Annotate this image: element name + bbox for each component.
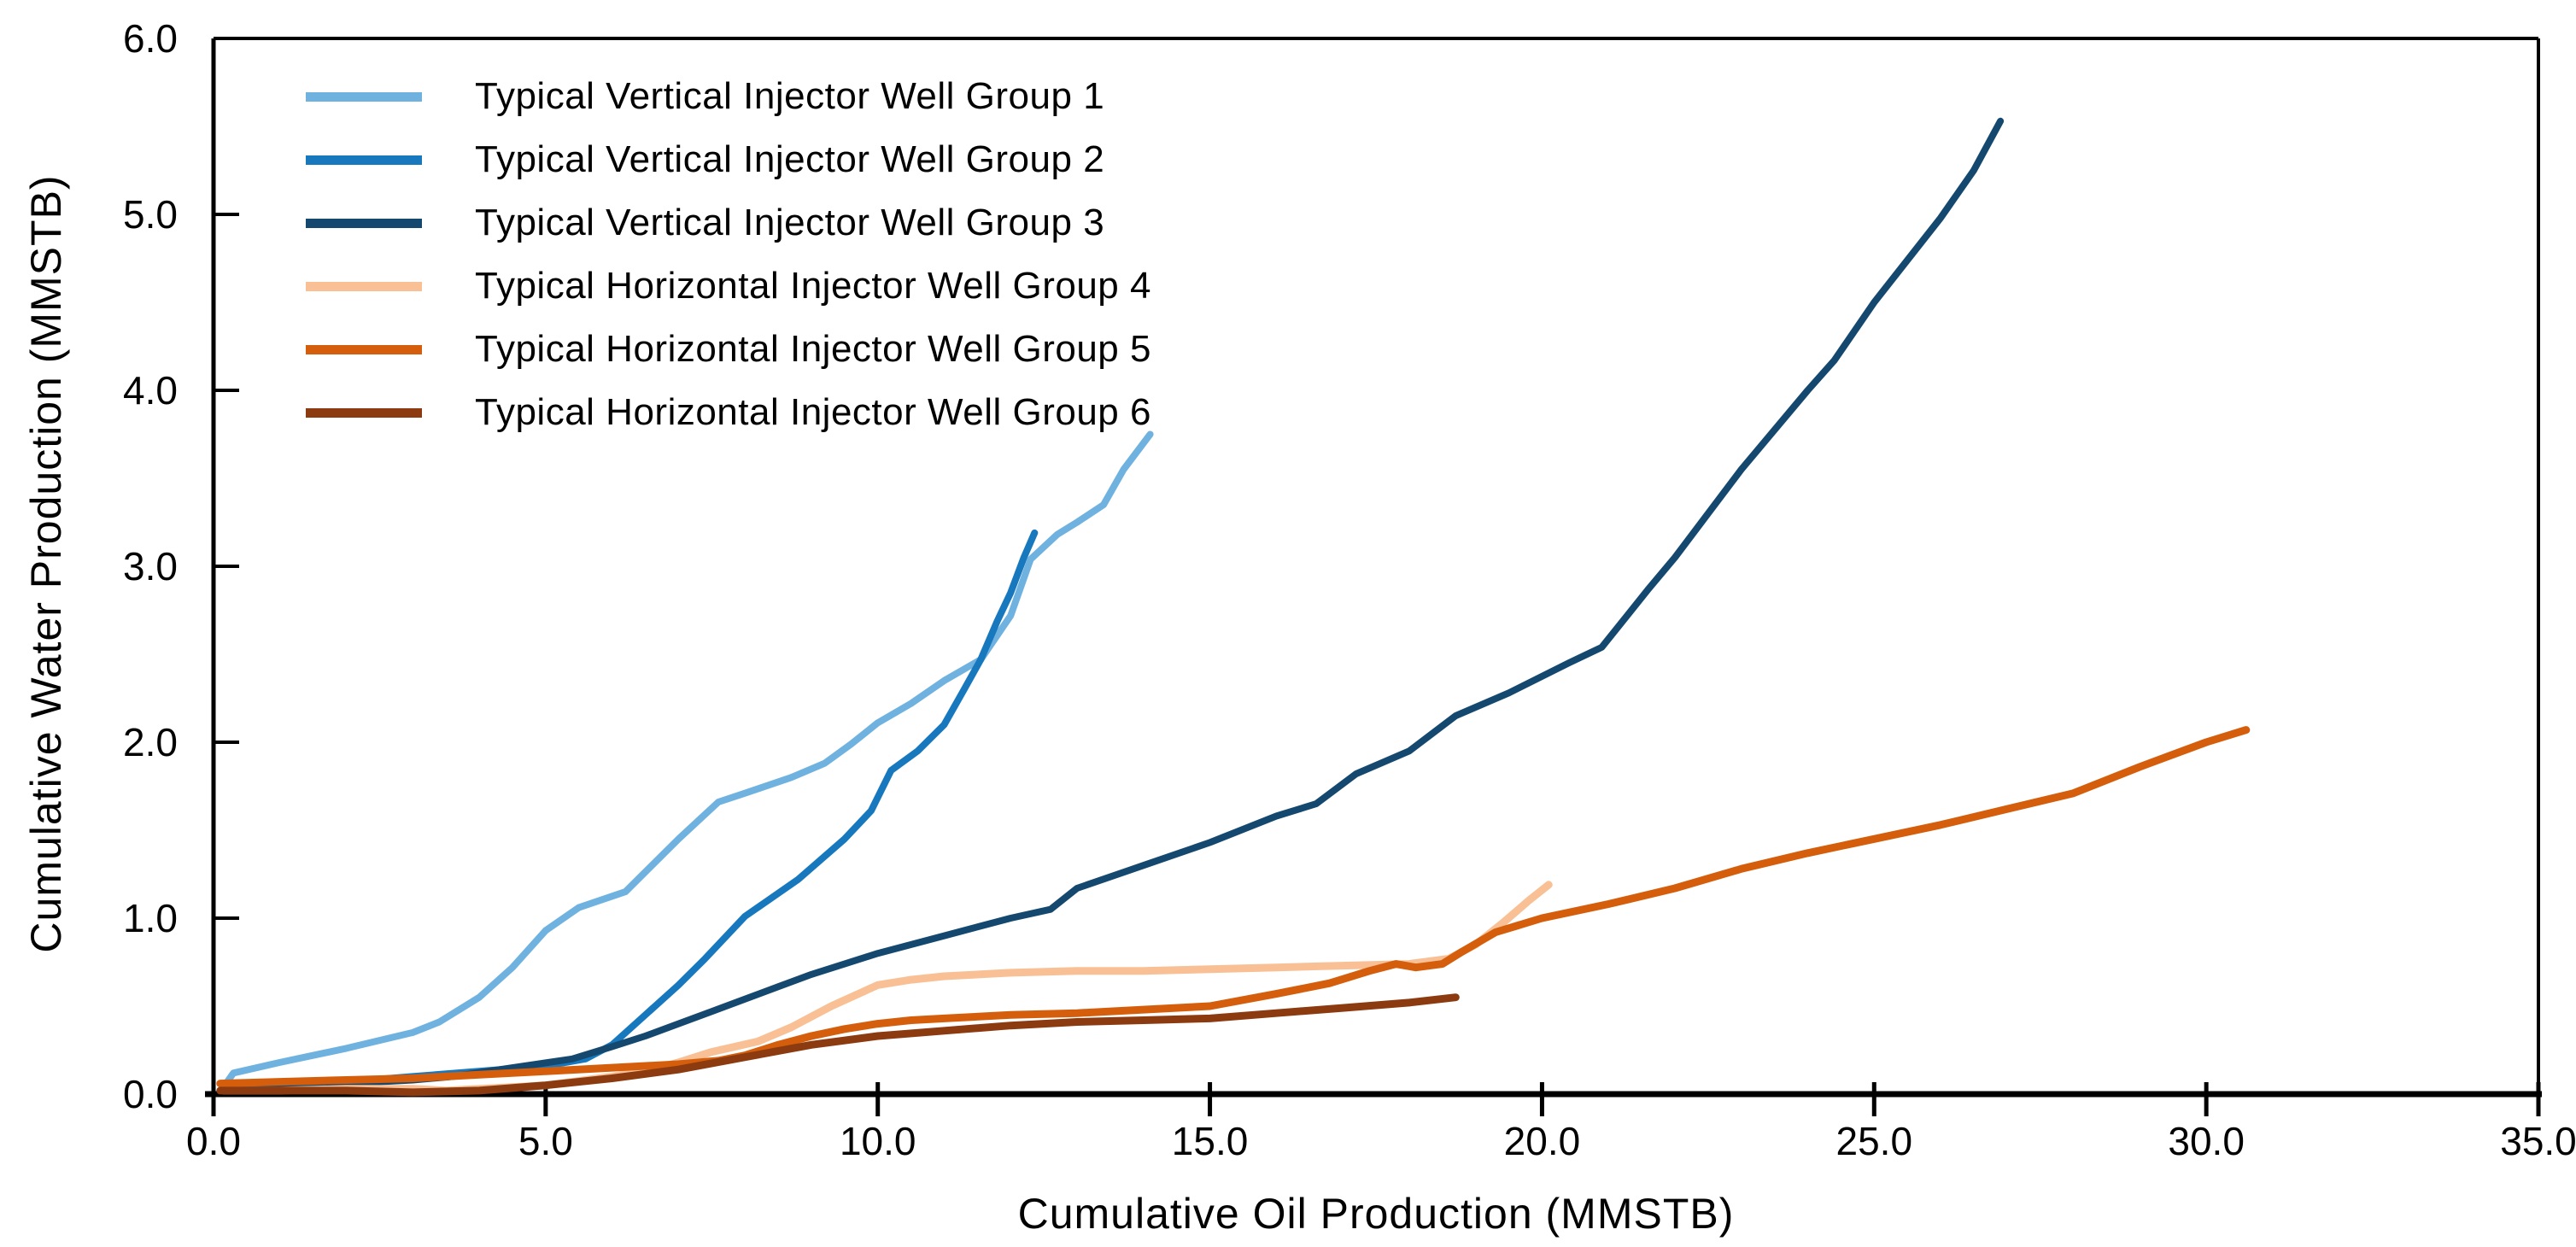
series-line-6: [216, 993, 1460, 1097]
legend-swatch-4: [306, 281, 422, 291]
legend-item-1: Typical Vertical Injector Well Group 1: [306, 65, 1151, 128]
series-line-4: [220, 881, 1553, 1095]
x-tick-label: 30.0: [2168, 1119, 2245, 1163]
legend: Typical Vertical Injector Well Group 1 Ty…: [306, 65, 1151, 444]
legend-swatch-5: [306, 344, 422, 354]
legend-label-3: Typical Vertical Injector Well Group 3: [475, 202, 1105, 243]
y-axis-title: Cumulative Water Production (MMSTB): [22, 174, 70, 953]
series-line-5: [216, 726, 2251, 1088]
legend-item-4: Typical Horizontal Injector Well Group 4: [306, 255, 1151, 318]
x-tick-label: 10.0: [840, 1119, 916, 1163]
legend-item-2: Typical Vertical Injector Well Group 2: [306, 128, 1151, 191]
series-line-1: [220, 430, 1154, 1091]
legend-swatch-6: [306, 407, 422, 418]
x-tick-label: 35.0: [2500, 1119, 2576, 1163]
legend-label-1: Typical Vertical Injector Well Group 1: [475, 75, 1105, 117]
legend-swatch-1: [306, 91, 422, 102]
legend-swatch-3: [306, 218, 422, 228]
y-tick-label: 2.0: [123, 720, 178, 764]
series-line-2: [220, 529, 1039, 1092]
x-tick-label: 0.0: [186, 1119, 241, 1163]
y-tick-label: 3.0: [123, 544, 178, 588]
legend-swatch-2: [306, 155, 422, 165]
x-tick-label: 5.0: [518, 1119, 573, 1163]
y-tick-label: 6.0: [123, 16, 178, 61]
legend-label-4: Typical Horizontal Injector Well Group 4: [475, 265, 1151, 307]
x-axis-title: Cumulative Oil Production (MMSTB): [1017, 1190, 1735, 1238]
x-tick-label: 25.0: [1836, 1119, 1913, 1163]
y-tick-label: 0.0: [123, 1072, 178, 1116]
x-tick-label: 15.0: [1172, 1119, 1249, 1163]
legend-item-5: Typical Horizontal Injector Well Group 5: [306, 318, 1151, 381]
legend-label-5: Typical Horizontal Injector Well Group 5: [475, 328, 1151, 370]
legend-label-2: Typical Vertical Injector Well Group 2: [475, 138, 1105, 180]
y-tick-label: 4.0: [123, 368, 178, 413]
legend-item-6: Typical Horizontal Injector Well Group 6: [306, 381, 1151, 444]
series-line-3: [220, 117, 2005, 1094]
y-tick-label: 5.0: [123, 192, 178, 237]
y-tick-label: 1.0: [123, 896, 178, 940]
x-tick-label: 20.0: [1504, 1119, 1581, 1163]
legend-item-3: Typical Vertical Injector Well Group 3: [306, 191, 1151, 255]
legend-label-6: Typical Horizontal Injector Well Group 6: [475, 391, 1151, 433]
